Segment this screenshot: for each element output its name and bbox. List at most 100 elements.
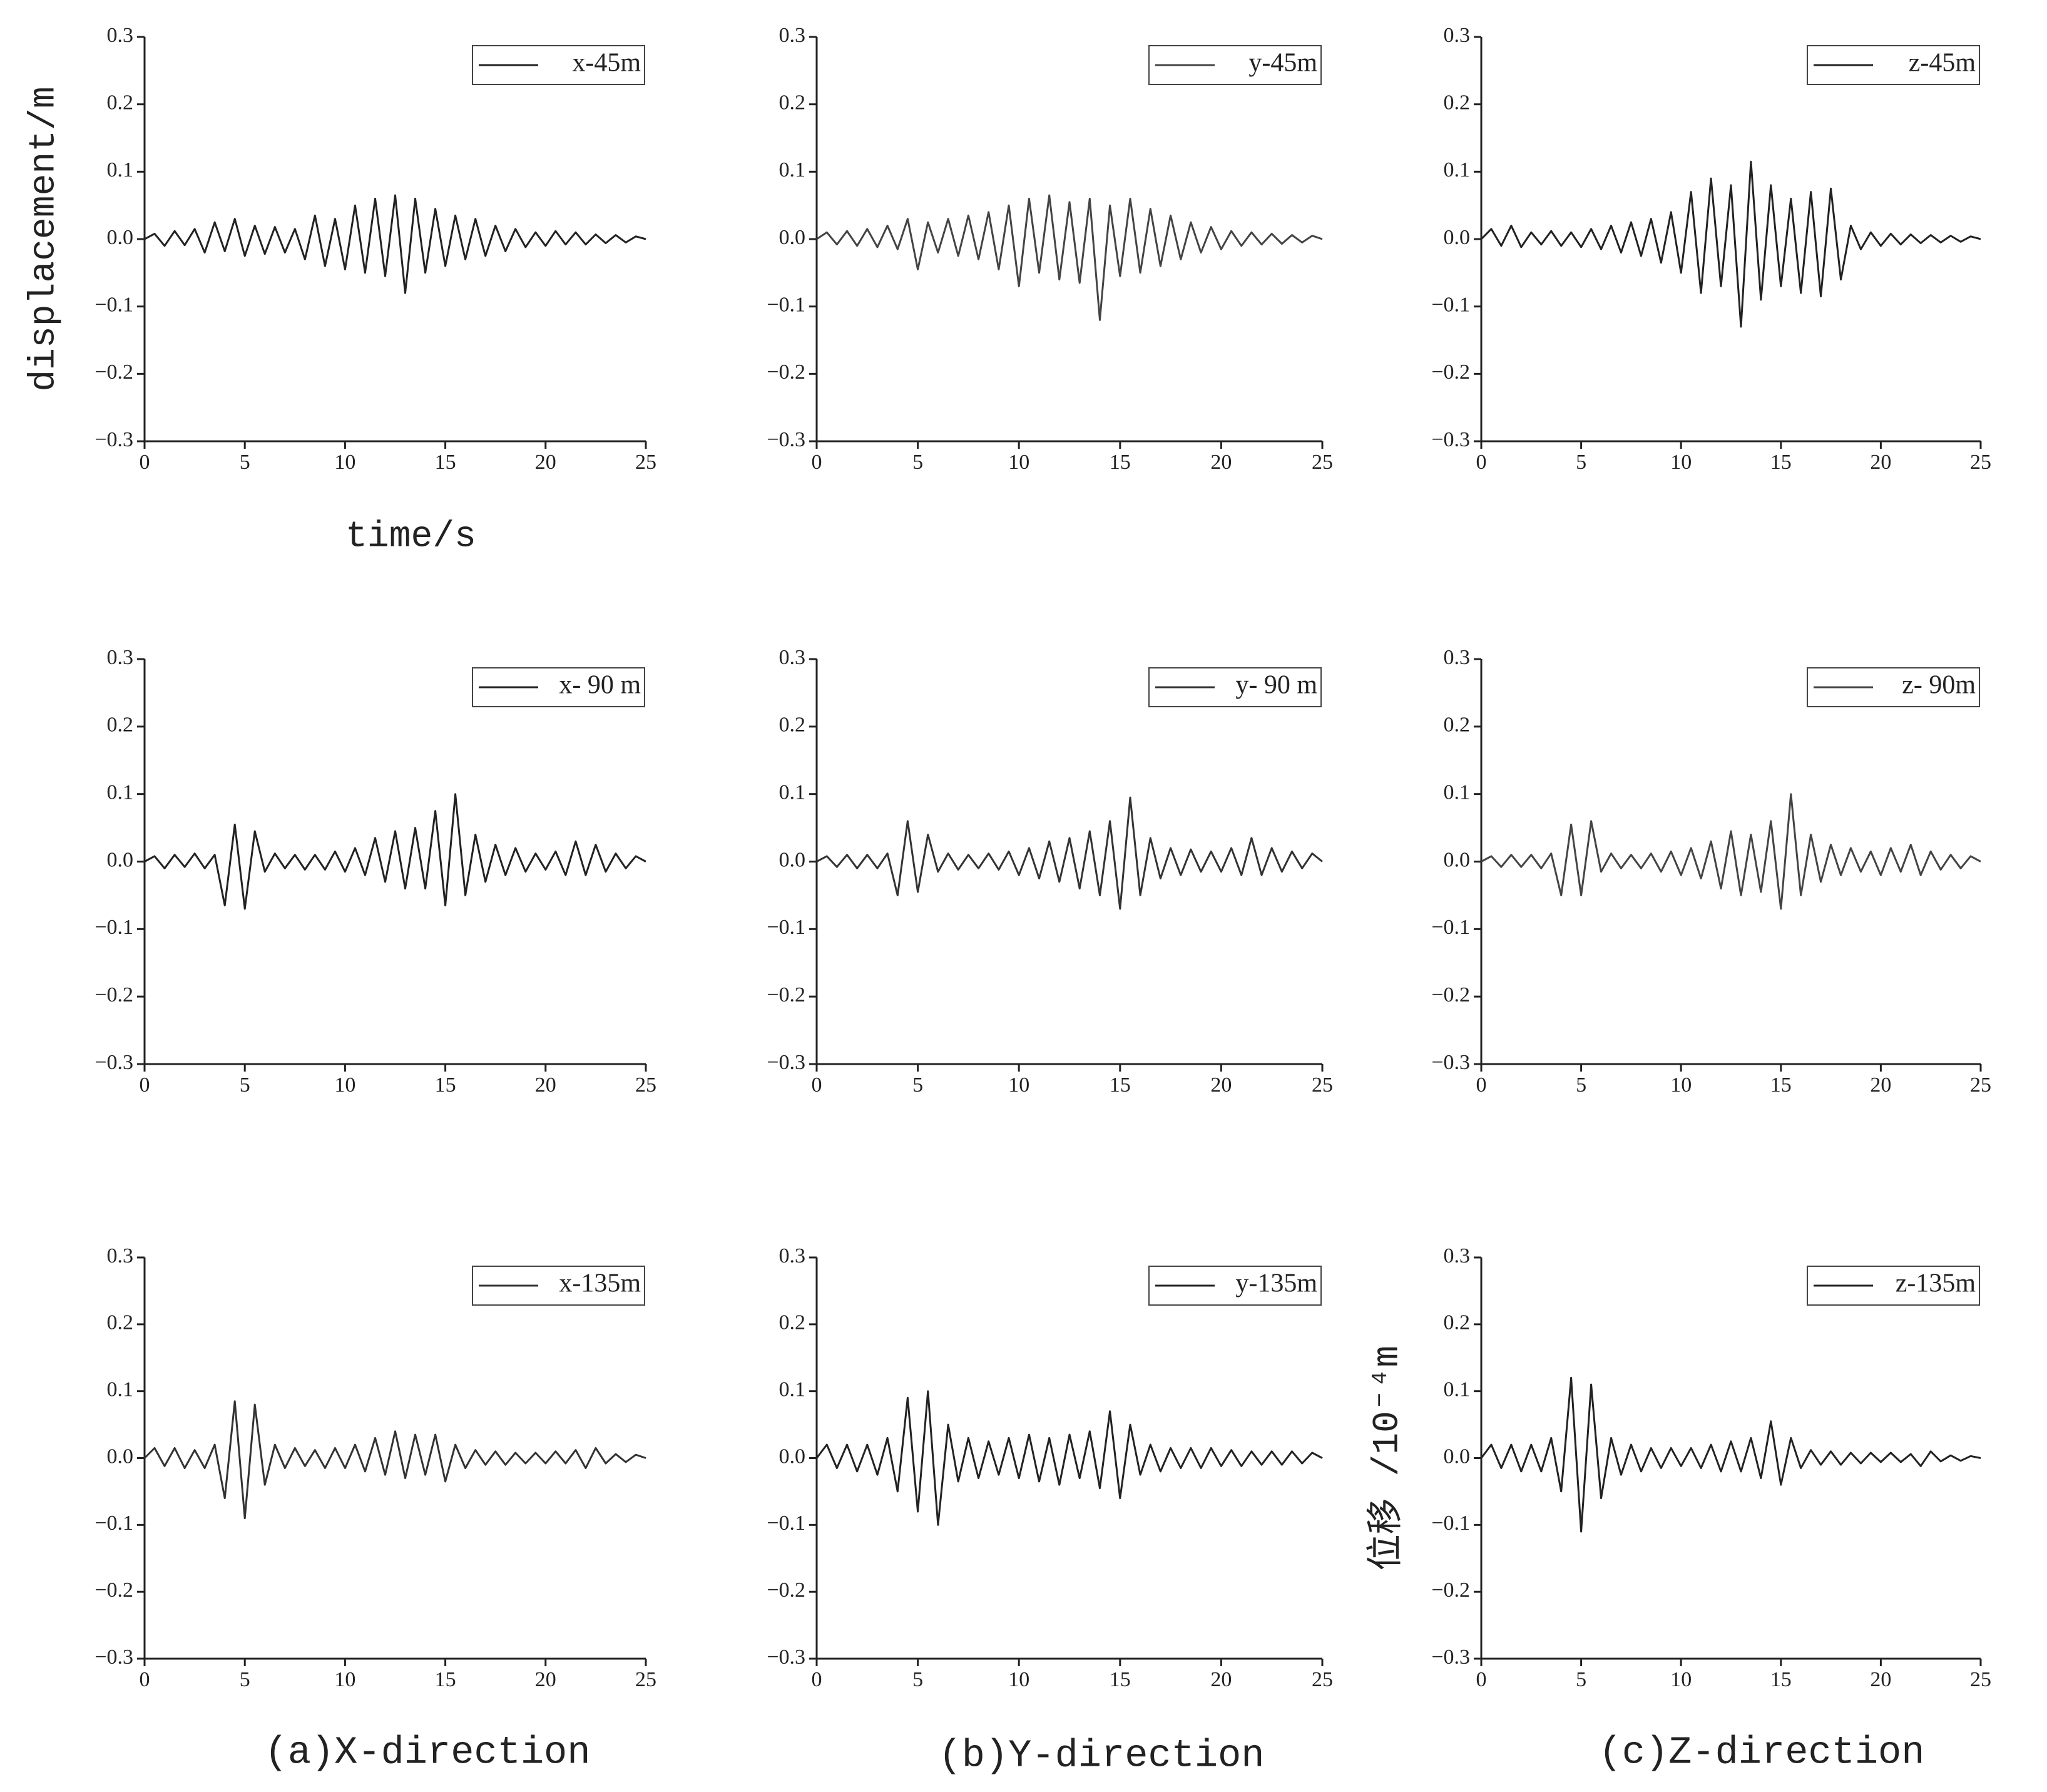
x-tick-label: 20 — [535, 1668, 556, 1691]
y-axis-title: displacement/m — [24, 86, 64, 391]
y-tick-label: −0.3 — [767, 1646, 805, 1669]
y-tick-label: −0.3 — [767, 1051, 805, 1074]
data-line — [1480, 160, 1981, 328]
y-tick-label: 0.3 — [779, 24, 806, 47]
x-tick-label: 5 — [1576, 1073, 1586, 1097]
x-tick-label: 15 — [435, 1073, 456, 1097]
y-tick-label: −0.1 — [767, 293, 805, 316]
x-tick-label: 25 — [635, 451, 656, 474]
caption: (b)Y-direction — [939, 1733, 1265, 1778]
y-tick-label: 0.2 — [1444, 91, 1471, 114]
y-tick-label: −0.3 — [94, 1646, 133, 1669]
y-tick-label: −0.3 — [1431, 1646, 1470, 1669]
y-tick-label: 0.3 — [107, 646, 134, 669]
x-tick-label: 5 — [240, 451, 250, 474]
data-line — [816, 194, 1323, 321]
y-tick-label: 0.3 — [779, 1244, 806, 1267]
y-tick-label: −0.2 — [1431, 983, 1470, 1006]
y-tick-label: −0.1 — [94, 916, 133, 939]
x-tick-label: 20 — [535, 451, 556, 474]
data-line — [143, 1400, 646, 1520]
x-tick-label: 5 — [1576, 451, 1586, 474]
x-tick-label: 15 — [435, 451, 456, 474]
y-axis-title: 位移 /10⁻⁴m — [1366, 1346, 1408, 1571]
x-tick-label: 15 — [1770, 1073, 1792, 1097]
y-tick-label: 0.0 — [107, 1445, 134, 1468]
x-tick-label: 25 — [1970, 451, 1991, 474]
y-tick-label: 0.3 — [1444, 646, 1471, 669]
y-tick-label: −0.1 — [94, 1512, 133, 1535]
y-tick-label: 0.3 — [1444, 1244, 1471, 1267]
y-tick-label: −0.1 — [1431, 293, 1470, 316]
x-tick-label: 20 — [1210, 1668, 1232, 1691]
data-line — [815, 1390, 1323, 1526]
legend-label: z-135m — [1896, 1269, 1976, 1298]
y-tick-label: −0.3 — [1431, 1051, 1470, 1074]
x-tick-label: 0 — [140, 1668, 150, 1691]
x-tick-label: 15 — [1770, 1668, 1792, 1691]
x-tick-label: 20 — [1210, 1073, 1232, 1097]
y-tick-label: 0.1 — [107, 781, 134, 804]
x-tick-label: 15 — [435, 1668, 456, 1691]
y-tick-label: 0.2 — [779, 91, 806, 114]
y-tick-label: 0.1 — [779, 1378, 806, 1401]
y-tick-label: 0.2 — [107, 1311, 134, 1334]
y-tick-label: 0.2 — [779, 714, 806, 737]
x-axis-title: time/s — [345, 516, 476, 557]
y-tick-label: −0.2 — [94, 983, 133, 1006]
y-tick-label: −0.3 — [1431, 428, 1470, 451]
legend-label: y-45m — [1248, 49, 1317, 78]
y-tick-label: 0.0 — [779, 226, 806, 249]
data-line — [144, 793, 646, 910]
y-tick-label: −0.1 — [767, 1512, 805, 1535]
y-tick-label: 0.1 — [107, 1378, 134, 1401]
caption: (a)X-direction — [265, 1730, 591, 1774]
y-tick-label: −0.2 — [767, 1579, 805, 1602]
x-tick-label: 20 — [1870, 1668, 1891, 1691]
y-tick-label: −0.1 — [767, 916, 805, 939]
x-tick-label: 25 — [1312, 1073, 1333, 1097]
y-tick-label: 0.0 — [779, 1445, 806, 1468]
x-tick-label: 0 — [140, 451, 150, 474]
legend-box — [1148, 1266, 1322, 1306]
y-tick-label: 0.2 — [779, 1311, 806, 1334]
x-tick-label: 5 — [912, 1073, 923, 1097]
x-tick-label: 15 — [1110, 1668, 1131, 1691]
legend-box — [1148, 45, 1322, 85]
x-tick-label: 25 — [1970, 1668, 1991, 1691]
x-tick-label: 10 — [1008, 1668, 1029, 1691]
y-tick-label: 0.1 — [1444, 158, 1471, 182]
y-tick-label: 0.0 — [1444, 226, 1471, 249]
y-tick-label: 0.0 — [1444, 848, 1471, 871]
y-tick-label: −0.1 — [1431, 1512, 1470, 1535]
x-tick-label: 15 — [1110, 1073, 1131, 1097]
caption: (c)Z-direction — [1599, 1730, 1925, 1774]
x-tick-label: 20 — [1870, 1073, 1891, 1097]
x-tick-label: 25 — [635, 1073, 656, 1097]
x-tick-label: 20 — [1210, 451, 1232, 474]
x-tick-label: 20 — [535, 1073, 556, 1097]
data-line — [1480, 1376, 1981, 1533]
x-tick-label: 5 — [240, 1668, 250, 1691]
y-tick-label: 0.0 — [107, 226, 134, 249]
data-line — [1481, 793, 1981, 910]
y-tick-label: 0.1 — [107, 158, 134, 182]
x-tick-label: 5 — [912, 1668, 923, 1691]
y-tick-label: 0.0 — [779, 848, 806, 871]
x-tick-label: 25 — [1970, 1073, 1991, 1097]
y-tick-label: 0.2 — [107, 91, 134, 114]
x-tick-label: 20 — [1870, 451, 1891, 474]
y-tick-label: −0.3 — [94, 1051, 133, 1074]
legend-label: x-135m — [559, 1269, 641, 1298]
y-tick-label: 0.2 — [107, 714, 134, 737]
x-tick-label: 10 — [1670, 1668, 1692, 1691]
y-tick-label: −0.3 — [767, 428, 805, 451]
y-tick-label: 0.0 — [1444, 1445, 1471, 1468]
y-tick-label: −0.2 — [1431, 1579, 1470, 1602]
x-tick-label: 10 — [1670, 451, 1692, 474]
x-tick-label: 0 — [1476, 1073, 1487, 1097]
x-tick-label: 0 — [1476, 1668, 1487, 1691]
x-tick-label: 25 — [1312, 1668, 1333, 1691]
